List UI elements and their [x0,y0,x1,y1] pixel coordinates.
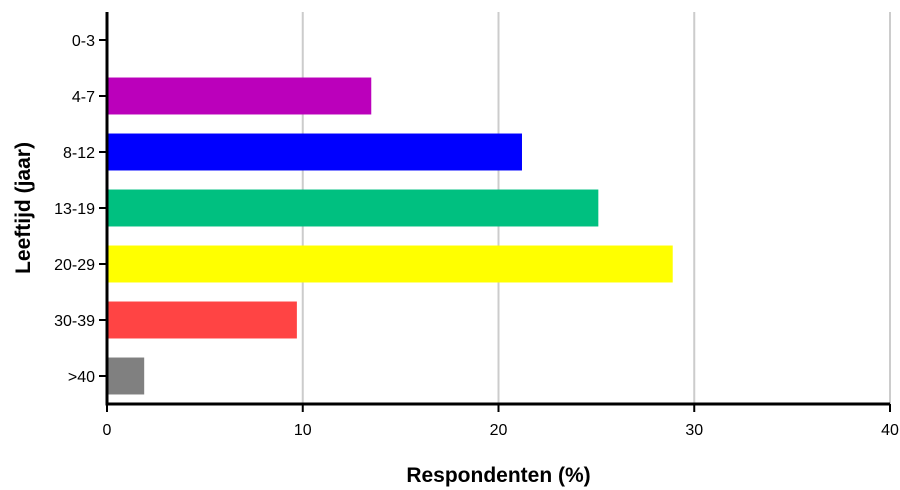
y-tick-label: >40 [68,369,95,386]
y-tick-label: 30-39 [54,313,95,330]
y-axis-title: Leeftijd (jaar) [12,142,35,274]
x-tick-label: 40 [881,422,899,439]
bar [107,133,522,171]
bar [107,189,599,227]
bar [107,301,297,339]
x-tick-label: 0 [103,422,112,439]
bars [107,77,673,395]
x-axis-ticks: 0 10 20 30 40 [103,404,899,439]
y-axis-ticks: 0-3 4-7 8-12 13-19 20-29 30-39 >40 [54,33,107,386]
bar [107,245,673,283]
y-tick-label: 13-19 [54,201,95,218]
x-tick-label: 30 [685,422,703,439]
bar [107,357,145,395]
y-tick-label: 20-29 [54,257,95,274]
y-tick-label: 8-12 [63,145,95,162]
y-tick-label: 4-7 [72,89,95,106]
x-tick-label: 10 [294,422,312,439]
x-axis-title: Respondenten (%) [406,464,590,487]
y-tick-label: 0-3 [72,33,95,50]
bar [107,77,372,115]
x-tick-label: 20 [490,422,508,439]
